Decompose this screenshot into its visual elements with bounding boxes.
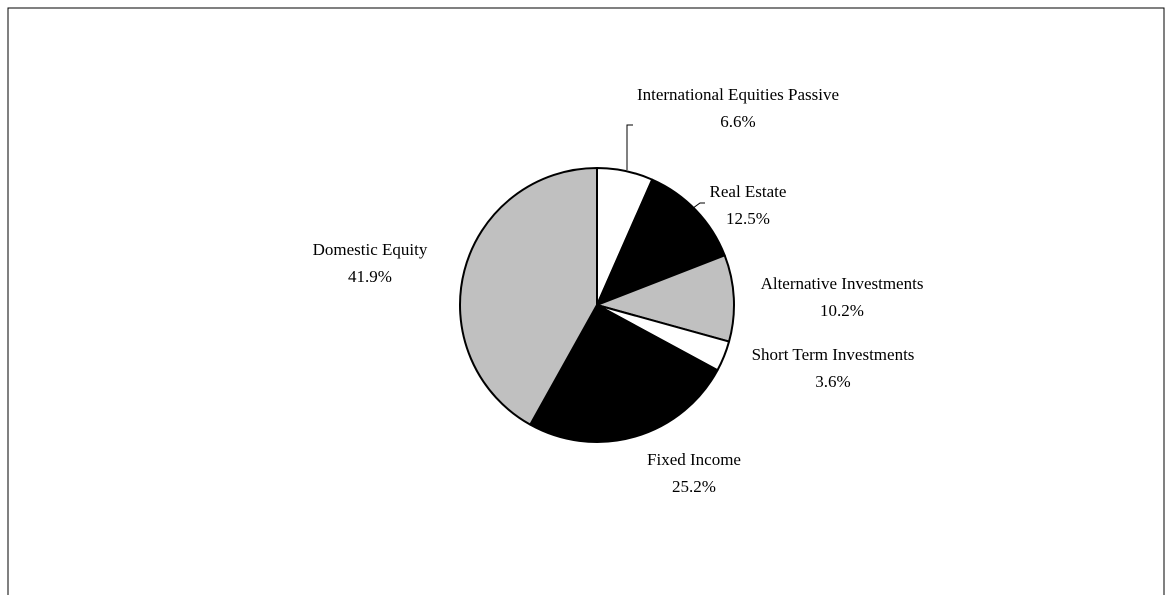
label-value: 6.6% [720, 112, 756, 131]
pie-slice [596, 178, 726, 306]
data-label: Domestic Equity 41.9% [285, 236, 455, 290]
pie-slice [596, 254, 735, 343]
leader-line [626, 124, 633, 170]
label-name: Short Term Investments [751, 345, 915, 364]
pie-slice [459, 167, 598, 426]
label-name: Domestic Equity [312, 240, 428, 259]
label-value: 41.9% [348, 267, 392, 286]
label-value: 10.2% [820, 301, 864, 320]
data-label: Alternative Investments 10.2% [727, 270, 957, 324]
pie-slice [529, 304, 719, 443]
label-name: Real Estate [709, 182, 787, 201]
data-label: Fixed Income 25.2% [619, 446, 769, 500]
label-name: Alternative Investments [760, 274, 924, 293]
label-value: 12.5% [726, 209, 770, 228]
label-name: International Equities Passive [636, 85, 840, 104]
label-value: 25.2% [672, 477, 716, 496]
data-label: Real Estate 12.5% [688, 178, 808, 232]
frame [7, 7, 1165, 595]
data-label: Short Term Investments 3.6% [718, 341, 948, 395]
label-value: 3.6% [815, 372, 851, 391]
label-name: Fixed Income [647, 450, 741, 469]
data-label: International Equities Passive 6.6% [628, 81, 848, 135]
